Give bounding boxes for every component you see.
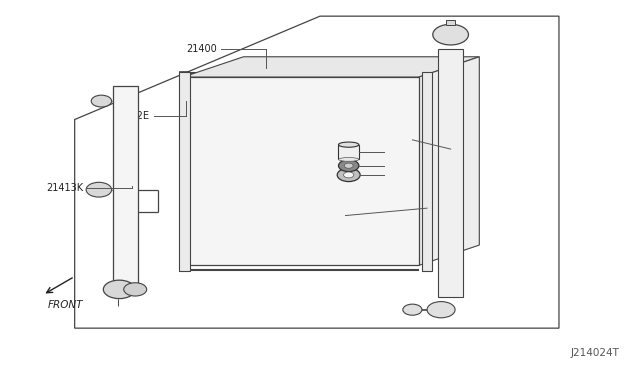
- Circle shape: [337, 168, 360, 182]
- Polygon shape: [422, 71, 432, 271]
- Polygon shape: [75, 16, 559, 328]
- Circle shape: [124, 283, 147, 296]
- Text: FRONT: FRONT: [47, 301, 83, 311]
- Text: 21412E: 21412E: [112, 111, 149, 121]
- Circle shape: [92, 95, 111, 107]
- Text: 21444N: 21444N: [387, 147, 425, 157]
- Text: 214B0: 214B0: [387, 161, 419, 171]
- Text: 21412E: 21412E: [303, 211, 340, 221]
- Bar: [339, 145, 359, 160]
- Circle shape: [427, 302, 455, 318]
- Polygon shape: [179, 71, 190, 271]
- Polygon shape: [183, 77, 419, 265]
- Text: 214B0G: 214B0G: [387, 170, 426, 180]
- Polygon shape: [438, 49, 463, 297]
- Ellipse shape: [339, 158, 359, 161]
- Circle shape: [339, 160, 359, 171]
- Polygon shape: [183, 57, 479, 77]
- Text: 21413K: 21413K: [46, 183, 83, 193]
- Polygon shape: [419, 57, 479, 265]
- Circle shape: [103, 280, 135, 299]
- Circle shape: [433, 24, 468, 45]
- Circle shape: [344, 163, 353, 168]
- Bar: [446, 20, 455, 25]
- Text: 21412: 21412: [415, 133, 447, 143]
- Circle shape: [403, 304, 422, 315]
- Text: J214024T: J214024T: [571, 348, 620, 358]
- Polygon shape: [113, 86, 138, 293]
- Ellipse shape: [339, 142, 359, 147]
- Circle shape: [344, 172, 354, 178]
- Text: 21400: 21400: [186, 44, 217, 54]
- Circle shape: [86, 182, 111, 197]
